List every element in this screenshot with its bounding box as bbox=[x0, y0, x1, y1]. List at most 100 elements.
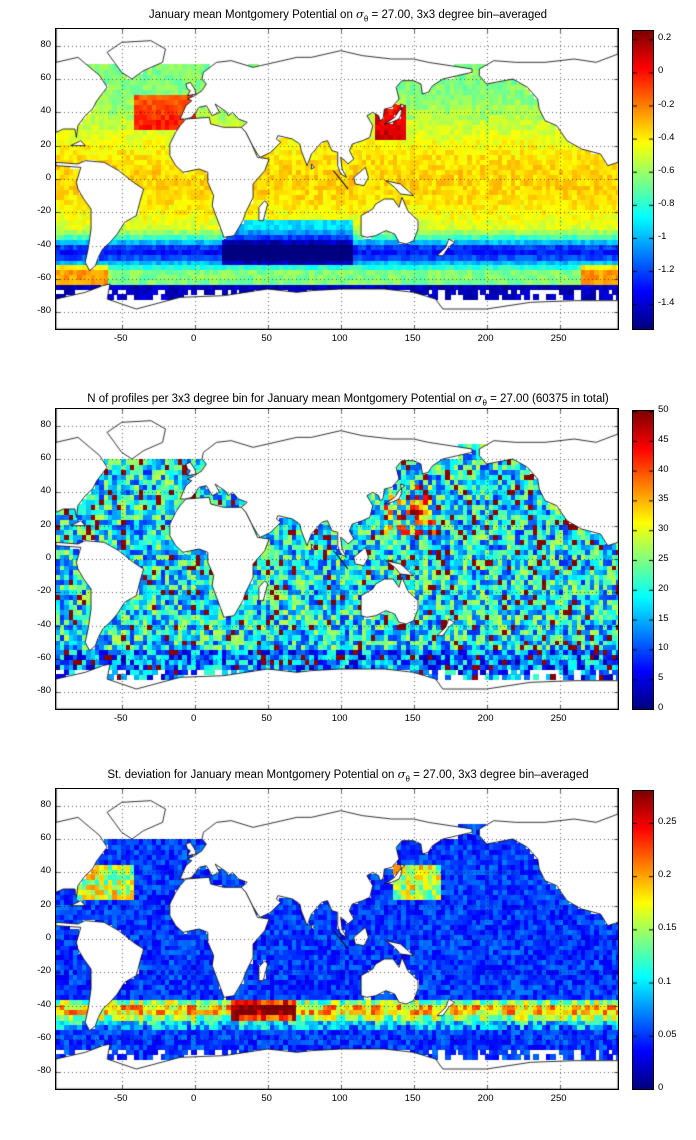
map-canvas bbox=[56, 29, 618, 329]
colorbar-tick-label: -0.8 bbox=[658, 197, 675, 209]
map-plot bbox=[55, 408, 619, 710]
colorbar-tick-label: 15 bbox=[658, 612, 669, 624]
y-tick-label: -80 bbox=[37, 305, 51, 317]
map-plot bbox=[55, 28, 619, 330]
y-tick-label: -60 bbox=[37, 272, 51, 283]
colorbar-canvas bbox=[633, 791, 653, 1089]
colorbar-tick-label: 0.25 bbox=[658, 815, 677, 827]
x-tick-label: 250 bbox=[550, 333, 567, 344]
y-tick-label: -80 bbox=[37, 685, 51, 697]
colorbar-tick-label: 45 bbox=[658, 433, 669, 445]
y-tick-label: 60 bbox=[40, 452, 51, 463]
colorbar bbox=[632, 410, 654, 710]
y-tick-label: 40 bbox=[40, 485, 51, 497]
x-tick-label: 150 bbox=[404, 713, 421, 724]
title-prefix: St. deviation for January mean Montgomer… bbox=[107, 769, 398, 781]
title-suffix: = 27.00, 3x3 degree bin–averaged bbox=[409, 769, 589, 781]
y-tick-label: -40 bbox=[37, 618, 51, 630]
y-tick-label: 80 bbox=[40, 38, 51, 50]
y-tick-label: 0 bbox=[45, 552, 51, 563]
x-tick-label: 100 bbox=[331, 1093, 348, 1104]
map-canvas bbox=[56, 409, 618, 709]
colorbar-tick-label: 5 bbox=[658, 672, 664, 684]
y-tick-label: 60 bbox=[40, 72, 51, 83]
colorbar bbox=[632, 30, 654, 330]
colorbar-tick-label: 40 bbox=[658, 463, 669, 475]
map-plot bbox=[55, 788, 619, 1090]
x-tick-label: 200 bbox=[477, 333, 494, 344]
panel-title: N of profiles per 3x3 degree bin for Jan… bbox=[0, 391, 696, 407]
title-prefix: January mean Montgomery Potential on bbox=[148, 9, 357, 21]
colorbar-tick-label: 0 bbox=[658, 65, 664, 77]
sigma-subscript: θ bbox=[482, 398, 487, 408]
colorbar-tick-label: -0.2 bbox=[658, 98, 675, 110]
y-tick-label: 40 bbox=[40, 865, 51, 877]
colorbar-tick-label: 25 bbox=[658, 553, 669, 564]
sigma-symbol: σ bbox=[397, 767, 406, 781]
y-tick-label: 0 bbox=[45, 932, 51, 943]
sigma-symbol: σ bbox=[474, 391, 483, 405]
x-tick-label: 200 bbox=[477, 713, 494, 724]
colorbar-tick-label: -0.4 bbox=[658, 131, 675, 143]
x-tick-label: -50 bbox=[113, 1093, 128, 1104]
colorbar-tick-label: -1.2 bbox=[658, 264, 675, 276]
x-tick-label: 50 bbox=[261, 1093, 272, 1104]
colorbar bbox=[632, 790, 654, 1090]
panel-montgomery-potential: January mean Montgomery Potential on σθ … bbox=[0, 0, 696, 380]
y-tick-label: -20 bbox=[37, 585, 51, 597]
y-tick-label: 0 bbox=[45, 172, 51, 183]
colorbar-tick-label: -1 bbox=[658, 230, 667, 242]
x-tick-label: 250 bbox=[550, 713, 567, 724]
x-tick-label: -50 bbox=[113, 713, 128, 724]
y-tick-label: -20 bbox=[37, 205, 51, 217]
colorbar-tick-label: 0.05 bbox=[658, 1028, 677, 1040]
sigma-subscript: θ bbox=[363, 14, 369, 24]
colorbar-tick-label: 0.2 bbox=[658, 32, 672, 44]
y-tick-label: 20 bbox=[40, 898, 51, 910]
title-suffix: = 27.00 (60375 in total) bbox=[486, 393, 609, 405]
colorbar-tick-label: 0.15 bbox=[658, 922, 677, 934]
panel-standard-deviation: St. deviation for January mean Montgomer… bbox=[0, 760, 696, 1140]
y-tick-label: -60 bbox=[37, 652, 51, 663]
y-tick-label: -40 bbox=[37, 238, 51, 250]
colorbar-tick-label: 35 bbox=[658, 493, 669, 505]
x-tick-label: 50 bbox=[261, 333, 272, 344]
colorbar-tick-label: 0 bbox=[658, 702, 664, 713]
x-tick-label: 50 bbox=[261, 713, 272, 724]
title-prefix: N of profiles per 3x3 degree bin for Jan… bbox=[87, 393, 475, 405]
colorbar-tick-label: 50 bbox=[658, 404, 669, 415]
x-tick-label: 200 bbox=[477, 1093, 494, 1104]
y-tick-label: -40 bbox=[37, 998, 51, 1010]
x-tick-label: 100 bbox=[331, 713, 348, 724]
map-canvas bbox=[56, 789, 618, 1089]
colorbar-canvas bbox=[633, 411, 653, 709]
colorbar-tick-label: 10 bbox=[658, 642, 669, 654]
y-tick-label: 80 bbox=[40, 418, 51, 430]
y-tick-label: 20 bbox=[40, 138, 51, 150]
y-tick-label: 40 bbox=[40, 105, 51, 117]
y-tick-label: 60 bbox=[40, 832, 51, 843]
x-tick-label: 0 bbox=[191, 333, 197, 344]
title-suffix: = 27.00, 3x3 degree bin–averaged bbox=[368, 9, 548, 21]
x-tick-label: -50 bbox=[113, 333, 128, 344]
colorbar-tick-label: -1.4 bbox=[658, 297, 675, 309]
x-tick-label: 100 bbox=[331, 333, 348, 344]
colorbar-tick-label: 20 bbox=[658, 582, 669, 594]
y-tick-label: 80 bbox=[40, 798, 51, 810]
colorbar-tick-label: 30 bbox=[658, 523, 669, 535]
x-tick-label: 0 bbox=[191, 1093, 197, 1104]
colorbar-tick-label: 0.1 bbox=[658, 975, 672, 987]
sigma-symbol: σ bbox=[356, 7, 364, 21]
panel-title: January mean Montgomery Potential on σθ … bbox=[0, 7, 696, 23]
x-tick-label: 0 bbox=[191, 713, 197, 724]
x-tick-label: 150 bbox=[404, 333, 421, 344]
y-tick-label: 20 bbox=[40, 518, 51, 530]
y-tick-label: -80 bbox=[37, 1065, 51, 1077]
y-tick-label: -20 bbox=[37, 965, 51, 977]
panel-title: St. deviation for January mean Montgomer… bbox=[0, 767, 696, 783]
panel-profile-count: N of profiles per 3x3 degree bin for Jan… bbox=[0, 380, 696, 760]
x-tick-label: 150 bbox=[404, 1093, 421, 1104]
x-tick-label: 250 bbox=[550, 1093, 567, 1104]
colorbar-canvas bbox=[633, 31, 653, 329]
colorbar-tick-label: 0 bbox=[658, 1082, 664, 1093]
